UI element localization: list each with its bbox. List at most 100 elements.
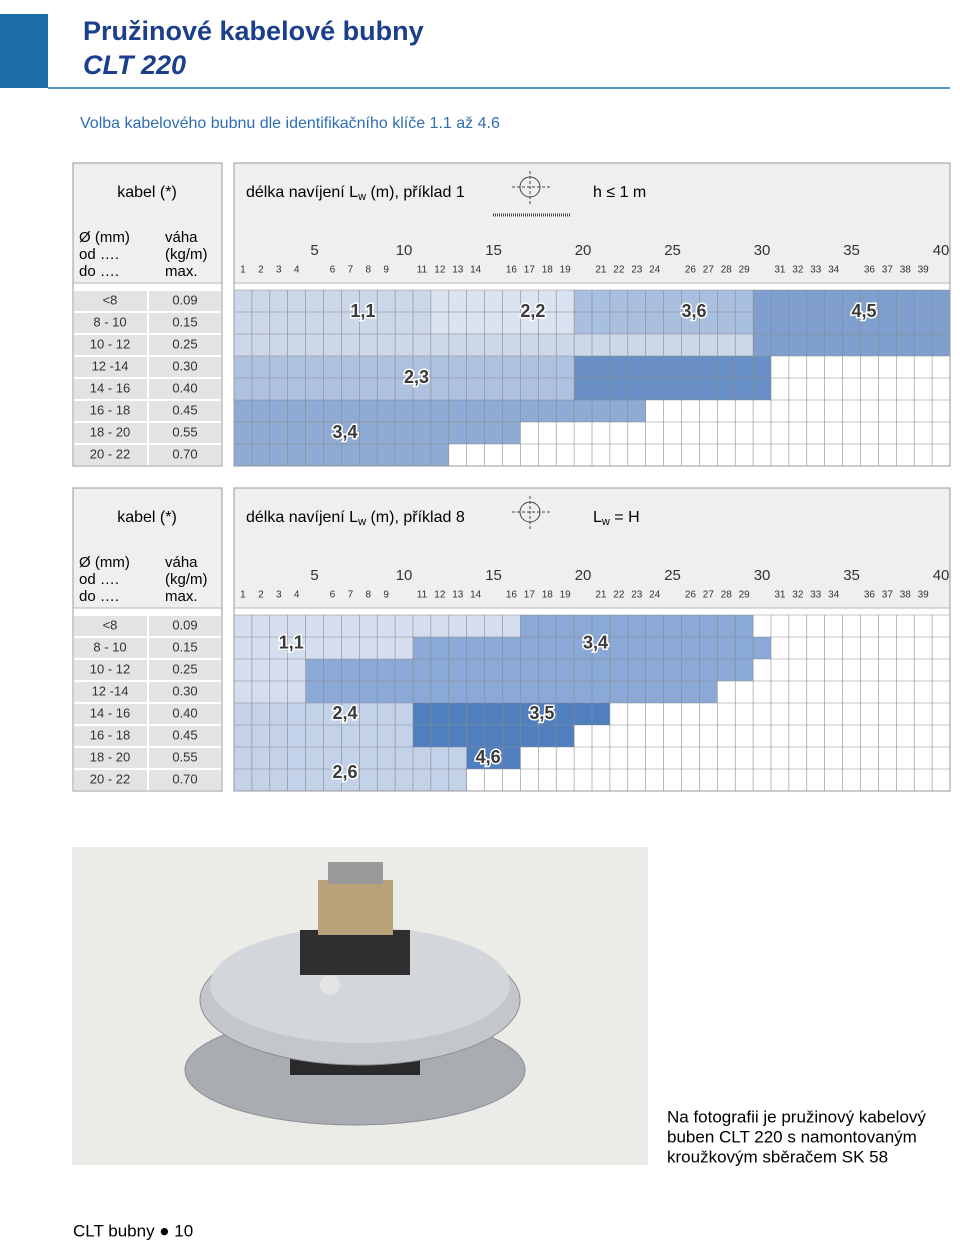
scale-minor: 8 bbox=[365, 590, 371, 601]
region-label: 1,1 bbox=[350, 301, 375, 321]
weight-cell bbox=[149, 704, 221, 724]
scale-minor: 29 bbox=[739, 590, 751, 601]
scale-major: 10 bbox=[396, 242, 413, 259]
scale-minor: 1 bbox=[240, 265, 246, 276]
scale-minor: 2 bbox=[258, 590, 264, 601]
cable-cell bbox=[74, 638, 147, 658]
scale-major: 35 bbox=[843, 242, 860, 259]
scale-minor: 21 bbox=[595, 590, 607, 601]
scale-major: 10 bbox=[396, 567, 413, 584]
scale-minor: 17 bbox=[524, 265, 536, 276]
diameter-head: do …. bbox=[79, 588, 119, 605]
scale-minor: 4 bbox=[294, 265, 300, 276]
cable-range: 10 - 12 bbox=[90, 336, 130, 351]
length-segment bbox=[413, 703, 610, 725]
length-segment bbox=[753, 334, 950, 356]
region-label: 2,3 bbox=[404, 367, 429, 387]
diameter-head: od …. bbox=[79, 246, 119, 263]
cable-cell bbox=[74, 291, 147, 311]
scale-minor: 6 bbox=[330, 590, 336, 601]
weight-cell bbox=[149, 682, 221, 702]
weight-head: max. bbox=[165, 263, 198, 280]
scale-minor: 27 bbox=[703, 265, 715, 276]
cable-range: 18 - 20 bbox=[90, 424, 130, 439]
cable-cell bbox=[74, 335, 147, 355]
text-part: délka navíjení L bbox=[246, 184, 358, 201]
scale-minor: 18 bbox=[542, 590, 554, 601]
cable-frame bbox=[72, 487, 223, 792]
scale-minor: 36 bbox=[864, 265, 876, 276]
scale-minor: 36 bbox=[864, 590, 876, 601]
scale-minor: 8 bbox=[365, 265, 371, 276]
scale-minor: 39 bbox=[918, 265, 930, 276]
weight: 0.40 bbox=[172, 705, 197, 720]
scale-minor: 9 bbox=[383, 265, 389, 276]
weight: 0.09 bbox=[172, 617, 197, 632]
photo bbox=[72, 847, 648, 1165]
header-panel bbox=[72, 487, 223, 609]
condition: Lw = H bbox=[593, 509, 640, 528]
scale-minor: 11 bbox=[417, 590, 428, 601]
cable-cell bbox=[74, 423, 147, 443]
length-segment bbox=[234, 378, 575, 400]
weight: 0.30 bbox=[172, 358, 197, 373]
scale-minor: 14 bbox=[470, 265, 482, 276]
cable-range: 18 - 20 bbox=[90, 749, 130, 764]
scale-minor: 31 bbox=[774, 590, 786, 601]
weight-cell bbox=[149, 770, 221, 790]
scale-minor: 26 bbox=[685, 590, 697, 601]
length-segment bbox=[753, 290, 950, 312]
weight-cell bbox=[149, 335, 221, 355]
scale-minor: 22 bbox=[613, 265, 625, 276]
scale-major: 30 bbox=[754, 567, 771, 584]
region-label: 4,5 bbox=[852, 301, 877, 321]
cable-cell bbox=[74, 401, 147, 421]
caption-line: kroužkovým sběračem SK 58 bbox=[667, 1147, 888, 1166]
weight-cell bbox=[149, 748, 221, 768]
cable-range: <8 bbox=[103, 617, 118, 632]
region-label: 3,5 bbox=[529, 703, 554, 723]
header-panel bbox=[72, 162, 223, 284]
cable-range: 14 - 16 bbox=[90, 380, 130, 395]
weight: 0.45 bbox=[172, 402, 197, 417]
scale-major: 20 bbox=[575, 242, 592, 259]
scale-minor: 38 bbox=[900, 265, 912, 276]
scale-minor: 23 bbox=[631, 265, 643, 276]
scale-minor: 17 bbox=[524, 590, 536, 601]
intro: Volba kabelového bubnu dle identifikační… bbox=[80, 115, 500, 132]
region-label: 2,2 bbox=[520, 301, 545, 321]
length-segment bbox=[574, 378, 771, 400]
text-part: = H bbox=[610, 509, 640, 526]
title: Pružinové kabelové bubny bbox=[83, 16, 424, 46]
length-segment bbox=[520, 615, 754, 637]
scale-minor: 13 bbox=[452, 590, 464, 601]
cable-head: kabel (*) bbox=[117, 509, 177, 526]
region-label: 4,6 bbox=[476, 747, 501, 767]
weight-cell bbox=[149, 357, 221, 377]
caption-line: Na fotografii je pružinový kabelový bbox=[667, 1107, 926, 1126]
weight-cell bbox=[149, 660, 221, 680]
text-part: h ≤ 1 m bbox=[593, 184, 646, 201]
scale-minor: 34 bbox=[828, 590, 840, 601]
cable-frame bbox=[72, 162, 223, 467]
weight: 0.25 bbox=[172, 336, 197, 351]
text-part: w bbox=[357, 516, 366, 528]
cable-range: 8 - 10 bbox=[93, 639, 126, 654]
weight-cell bbox=[149, 423, 221, 443]
scale-minor: 3 bbox=[276, 265, 282, 276]
scale-minor: 11 bbox=[417, 265, 428, 276]
cable-cell bbox=[74, 445, 147, 465]
selection-table: kabel (*) délka navíjení Lw (m), příklad … bbox=[72, 487, 951, 792]
text-part: L bbox=[593, 509, 602, 526]
length-segment bbox=[234, 356, 575, 378]
scale-minor: 24 bbox=[649, 590, 661, 601]
header-panel bbox=[233, 487, 951, 609]
scale-minor: 2 bbox=[258, 265, 264, 276]
weight-cell bbox=[149, 401, 221, 421]
scale-minor: 16 bbox=[506, 590, 518, 601]
cable-range: 14 - 16 bbox=[90, 705, 130, 720]
cable-cell bbox=[74, 770, 147, 790]
scale-minor: 34 bbox=[828, 265, 840, 276]
scale-minor: 32 bbox=[792, 590, 804, 601]
